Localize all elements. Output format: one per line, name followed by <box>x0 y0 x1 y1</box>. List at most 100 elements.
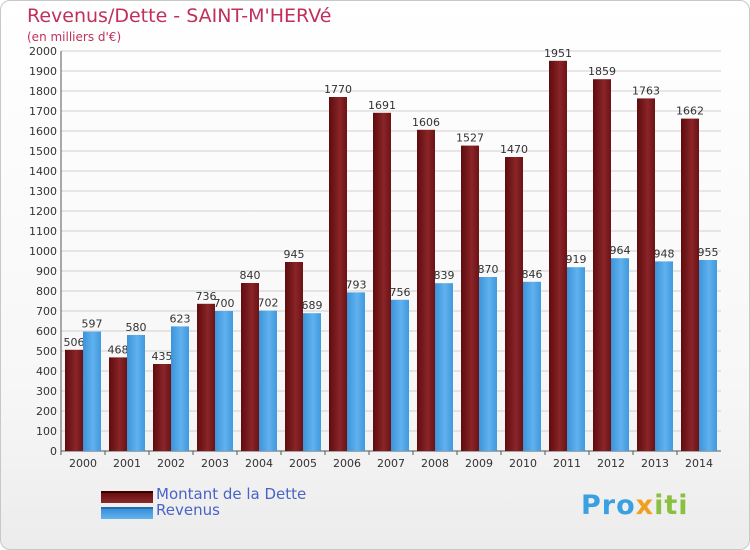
x-tick-label: 2005 <box>289 457 317 470</box>
y-tick-label: 0 <box>50 445 57 458</box>
legend-label-debt: Montant de la Dette <box>156 485 307 503</box>
data-label-revenus: 955 <box>698 246 719 259</box>
data-label-revenus: 846 <box>522 268 543 281</box>
x-tick-label: 2011 <box>553 457 581 470</box>
x-tick-label: 2001 <box>113 457 141 470</box>
data-label-debt: 1763 <box>632 84 660 97</box>
x-tick-label: 2010 <box>509 457 537 470</box>
bar-debt <box>329 97 347 451</box>
bar-debt <box>373 112 391 452</box>
bar-revenus <box>127 335 145 451</box>
logo-part-1: Pro <box>581 490 636 521</box>
y-tick-label: 2000 <box>29 45 57 58</box>
data-label-debt: 736 <box>196 290 217 303</box>
legend-label-revenus: Revenus <box>156 501 220 519</box>
data-label-debt: 840 <box>240 269 261 282</box>
y-tick-label: 200 <box>36 405 57 418</box>
y-tick-label: 800 <box>36 285 57 298</box>
bar-revenus <box>435 283 453 451</box>
data-label-revenus: 700 <box>214 297 235 310</box>
data-label-debt: 435 <box>152 350 173 363</box>
bar-debt <box>637 98 655 452</box>
bar-revenus <box>215 311 233 451</box>
bar-debt <box>197 303 215 451</box>
bar-revenus <box>611 258 629 451</box>
y-tick-label: 1400 <box>29 165 57 178</box>
data-label-debt: 1691 <box>368 99 396 112</box>
bar-revenus <box>83 331 101 451</box>
y-tick-label: 1500 <box>29 145 57 158</box>
bar-revenus <box>523 281 541 451</box>
logo-part-2: x <box>635 490 655 521</box>
legend-swatch-debt <box>101 491 153 503</box>
data-label-debt: 506 <box>64 336 85 349</box>
bar-debt <box>241 283 259 451</box>
y-tick-label: 600 <box>36 325 57 338</box>
data-label-revenus: 870 <box>478 263 499 276</box>
y-tick-label: 1200 <box>29 205 57 218</box>
y-tick-label: 300 <box>36 385 57 398</box>
x-tick-label: 2013 <box>641 457 669 470</box>
data-label-debt: 1951 <box>544 47 572 60</box>
x-tick-label: 2008 <box>421 457 449 470</box>
x-tick-label: 2007 <box>377 457 405 470</box>
data-label-debt: 1859 <box>588 65 616 78</box>
y-tick-label: 1100 <box>29 225 57 238</box>
bar-revenus <box>303 313 321 451</box>
y-tick-label: 900 <box>36 265 57 278</box>
bar-revenus <box>391 299 409 451</box>
data-label-revenus: 839 <box>434 269 455 282</box>
bar-debt <box>417 129 435 452</box>
data-label-debt: 1662 <box>676 105 704 118</box>
x-tick-label: 2003 <box>201 457 229 470</box>
data-label-revenus: 689 <box>302 299 323 312</box>
x-tick-label: 2012 <box>597 457 625 470</box>
bar-revenus <box>479 277 497 451</box>
data-label-debt: 1770 <box>324 83 352 96</box>
y-tick-label: 1600 <box>29 125 57 138</box>
x-tick-label: 2014 <box>685 457 713 470</box>
y-tick-label: 400 <box>36 365 57 378</box>
legend-swatch-revenus <box>101 507 153 519</box>
data-label-revenus: 948 <box>654 247 675 260</box>
proxiti-logo: Proxiti <box>581 490 689 521</box>
y-tick-label: 1800 <box>29 85 57 98</box>
data-label-revenus: 793 <box>346 278 367 291</box>
bar-debt <box>285 262 303 451</box>
data-label-debt: 945 <box>284 248 305 261</box>
chart-title: Revenus/Dette - SAINT-M'HERVé <box>27 5 332 27</box>
bar-revenus <box>347 292 365 451</box>
data-label-revenus: 597 <box>82 318 103 331</box>
x-tick-label: 2009 <box>465 457 493 470</box>
data-label-revenus: 623 <box>170 312 191 325</box>
data-label-revenus: 964 <box>610 244 631 257</box>
y-tick-label: 100 <box>36 425 57 438</box>
x-tick-label: 2000 <box>69 457 97 470</box>
bar-revenus <box>567 267 585 451</box>
bar-revenus <box>655 261 673 451</box>
bar-debt <box>461 145 479 451</box>
bar-debt <box>505 157 523 451</box>
bar-debt <box>65 349 83 451</box>
x-tick-label: 2004 <box>245 457 273 470</box>
data-label-revenus: 580 <box>126 321 147 334</box>
bar-debt <box>681 118 699 451</box>
bar-debt <box>549 60 567 452</box>
y-tick-label: 700 <box>36 305 57 318</box>
data-label-revenus: 919 <box>566 253 587 266</box>
data-label-revenus: 702 <box>258 297 279 310</box>
logo-part-3: iti <box>654 490 689 521</box>
bar-revenus <box>259 310 277 451</box>
bar-revenus <box>171 326 189 451</box>
y-tick-label: 500 <box>36 345 57 358</box>
chart-subtitle: (en milliers d'€) <box>27 30 122 44</box>
data-label-revenus: 756 <box>390 286 411 299</box>
y-tick-label: 1900 <box>29 65 57 78</box>
bar-debt <box>109 357 127 451</box>
y-tick-label: 1700 <box>29 105 57 118</box>
bar-debt <box>593 79 611 451</box>
data-label-debt: 1470 <box>500 143 528 156</box>
x-tick-label: 2002 <box>157 457 185 470</box>
